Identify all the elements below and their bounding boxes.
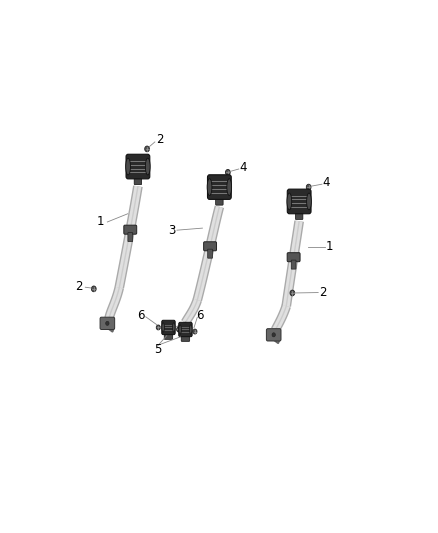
Circle shape — [290, 290, 295, 296]
Ellipse shape — [190, 325, 192, 334]
Circle shape — [226, 169, 230, 175]
Circle shape — [306, 184, 311, 190]
Text: 2: 2 — [319, 286, 327, 299]
FancyBboxPatch shape — [208, 175, 231, 199]
FancyBboxPatch shape — [291, 260, 296, 269]
Text: 4: 4 — [240, 161, 247, 174]
FancyBboxPatch shape — [164, 332, 173, 340]
Circle shape — [106, 321, 109, 325]
FancyBboxPatch shape — [181, 334, 190, 342]
Ellipse shape — [145, 158, 150, 175]
FancyBboxPatch shape — [287, 253, 300, 262]
Circle shape — [156, 325, 160, 330]
Text: 4: 4 — [322, 176, 330, 189]
Text: 6: 6 — [196, 310, 203, 322]
FancyBboxPatch shape — [287, 189, 311, 214]
FancyBboxPatch shape — [134, 175, 141, 184]
Text: 1: 1 — [97, 215, 104, 229]
Ellipse shape — [287, 193, 292, 210]
FancyBboxPatch shape — [215, 196, 223, 205]
Text: 1: 1 — [326, 240, 333, 253]
Ellipse shape — [207, 179, 212, 196]
Ellipse shape — [162, 323, 164, 332]
FancyBboxPatch shape — [126, 154, 150, 179]
Text: 2: 2 — [75, 280, 83, 293]
Ellipse shape — [126, 158, 131, 175]
Ellipse shape — [173, 323, 175, 332]
FancyBboxPatch shape — [124, 225, 137, 234]
Circle shape — [177, 327, 181, 332]
FancyBboxPatch shape — [266, 329, 281, 341]
Circle shape — [145, 146, 149, 152]
Ellipse shape — [227, 179, 232, 196]
Ellipse shape — [179, 325, 181, 334]
FancyBboxPatch shape — [179, 322, 192, 337]
Circle shape — [193, 329, 197, 334]
Text: 3: 3 — [168, 224, 176, 237]
FancyBboxPatch shape — [162, 320, 175, 335]
FancyBboxPatch shape — [100, 317, 115, 329]
Circle shape — [92, 286, 96, 292]
FancyBboxPatch shape — [128, 232, 133, 241]
Circle shape — [272, 333, 276, 337]
FancyBboxPatch shape — [208, 249, 212, 258]
Text: 6: 6 — [138, 310, 145, 322]
Ellipse shape — [307, 193, 311, 210]
FancyBboxPatch shape — [204, 242, 216, 251]
Text: 2: 2 — [156, 133, 164, 147]
Text: 5: 5 — [155, 343, 162, 356]
FancyBboxPatch shape — [295, 211, 303, 220]
